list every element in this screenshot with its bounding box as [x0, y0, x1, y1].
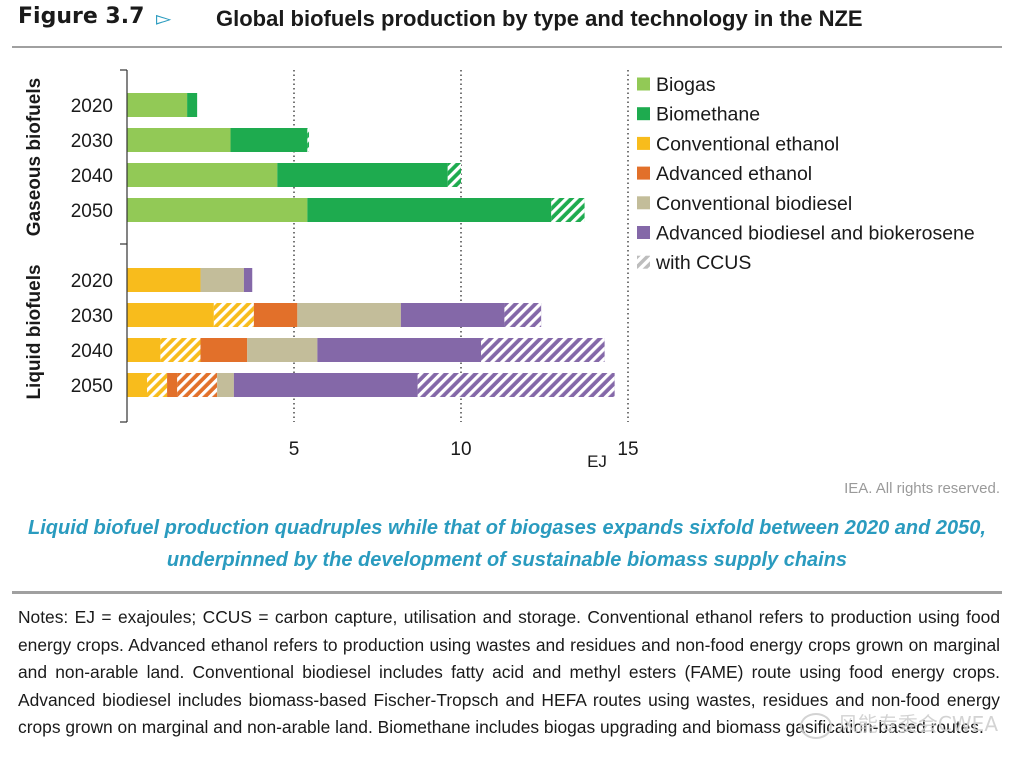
watermark-text: 风能专委会CWEA: [837, 712, 998, 736]
bar-liquid-2040-seg-1-ccus-hatch: [160, 338, 201, 362]
year-label-gaseous-2030: 2030: [71, 131, 113, 152]
bars-layer: [127, 93, 615, 397]
bar-liquid-2040-seg-4: [317, 338, 482, 362]
bar-liquid-2030-seg-3: [297, 303, 401, 327]
header-divider: [12, 46, 1002, 48]
group-label-liquid: Liquid biofuels: [24, 264, 45, 399]
legend-item-biomethane-swatch: [637, 107, 650, 121]
year-label-gaseous-2020: 2020: [71, 96, 113, 117]
bar-liquid-2020-seg-2: [243, 268, 253, 292]
legend-item-ccus-swatch-swatch: [637, 255, 650, 269]
x-tick-label-15: 15: [617, 439, 638, 460]
watermark: 风能专委会CWEA: [799, 708, 998, 739]
year-label-liquid-2040: 2040: [71, 341, 113, 362]
figure-notes: Notes: EJ = exajoules; CCUS = carbon cap…: [18, 607, 1000, 737]
figure-arrow-icon: ▻: [156, 6, 172, 30]
axis-layer: 2020 2030 2040 2050 2020 2030 2040 2050 Gaseous …: [24, 69, 639, 471]
bar-liquid-2050-seg-6-ccus-hatch: [417, 373, 615, 397]
bar-liquid-2030-seg-2: [253, 303, 298, 327]
year-label-gaseous-2050: 2050: [71, 201, 113, 222]
bar-liquid-2050-seg-3-ccus-hatch: [177, 373, 218, 397]
year-label-liquid-2030: 2030: [71, 306, 113, 327]
bar-liquid-2050-seg-4: [217, 373, 234, 397]
bar-gaseous-2050-seg-2-ccus-hatch: [551, 198, 585, 222]
legend-item-conventional-ethanol-swatch: [637, 136, 650, 150]
caption-divider: [12, 591, 1002, 594]
legend-item-advanced-biodiesel-swatch: [637, 226, 650, 239]
figure-number: Figure 3.7: [18, 4, 145, 29]
figure-title: Global biofuels production by type and t…: [216, 6, 863, 31]
x-tick-label-10: 10: [450, 439, 471, 460]
legend: Biogas Biomethane Conventional ethanol Adva…: [637, 74, 975, 274]
bar-gaseous-2030-seg-0: [127, 128, 231, 152]
bar-gaseous-2050-seg-0: [127, 198, 308, 222]
bar-liquid-2030-seg-4: [400, 303, 505, 327]
figure-caption: Liquid biofuel production quadruples whi…: [28, 517, 986, 571]
legend-item-advanced-biodiesel-label: Advanced biodiesel and biokerosene: [656, 223, 975, 245]
biofuels-chart: 2020 2030 2040 2050 2020 2030 2040 2050 Gaseous …: [24, 69, 975, 471]
figure-header: Figure 3.7 ▻ Global biofuels production …: [18, 4, 1002, 36]
bar-gaseous-2040-seg-2-ccus-hatch: [447, 163, 461, 187]
bar-gaseous-2030-seg-1: [230, 128, 308, 152]
bar-liquid-2050-seg-1-ccus-hatch: [147, 373, 168, 397]
grid-layer: [293, 70, 629, 422]
bar-liquid-2030-seg-0: [127, 303, 214, 327]
legend-item-conventional-biodiesel-swatch: [637, 196, 650, 210]
legend-item-biogas-swatch: [637, 77, 650, 91]
bar-liquid-2030-seg-5-ccus-hatch: [504, 303, 542, 327]
bar-liquid-2040-seg-5-ccus-hatch: [481, 338, 605, 362]
bar-liquid-2020-seg-1: [200, 268, 244, 292]
group-label-gaseous: Gaseous biofuels: [24, 78, 45, 236]
bar-gaseous-2020-seg-1: [187, 93, 198, 117]
legend-item-ccus-swatch-label: with CCUS: [655, 252, 751, 274]
legend-item-conventional-ethanol-label: Conventional ethanol: [656, 133, 839, 155]
legend-item-conventional-biodiesel-label: Conventional biodiesel: [656, 193, 852, 215]
year-label-liquid-2020: 2020: [71, 271, 113, 292]
bar-liquid-2040-seg-3: [247, 338, 318, 362]
year-label-liquid-2050: 2050: [71, 376, 113, 397]
bar-liquid-2050-seg-0: [127, 373, 148, 397]
bar-gaseous-2040-seg-0: [127, 163, 278, 187]
bar-liquid-2020-seg-0: [127, 268, 201, 292]
x-axis-label: EJ: [587, 452, 607, 471]
wechat-icon: [799, 712, 832, 739]
legend-item-advanced-ethanol-swatch: [637, 166, 650, 180]
bar-liquid-2040-seg-2: [200, 338, 248, 362]
legend-item-biogas-label: Biogas: [656, 74, 716, 96]
rights-notice: IEA. All rights reserved.: [844, 480, 1000, 497]
bar-gaseous-2040-seg-1: [277, 163, 448, 187]
legend-item-advanced-ethanol-label: Advanced ethanol: [656, 163, 812, 185]
year-label-gaseous-2040: 2040: [71, 166, 113, 187]
bar-liquid-2030-seg-1-ccus-hatch: [213, 303, 254, 327]
bar-gaseous-2030-seg-2-ccus-hatch: [307, 128, 310, 152]
bar-liquid-2040-seg-0: [127, 338, 161, 362]
x-tick-label-5: 5: [289, 439, 300, 460]
legend-item-biomethane-label: Biomethane: [656, 104, 760, 126]
bar-liquid-2050-seg-5: [233, 373, 418, 397]
bar-gaseous-2050-seg-1: [307, 198, 552, 222]
bar-gaseous-2020-seg-0: [127, 93, 188, 117]
bar-liquid-2050-seg-2: [167, 373, 178, 397]
